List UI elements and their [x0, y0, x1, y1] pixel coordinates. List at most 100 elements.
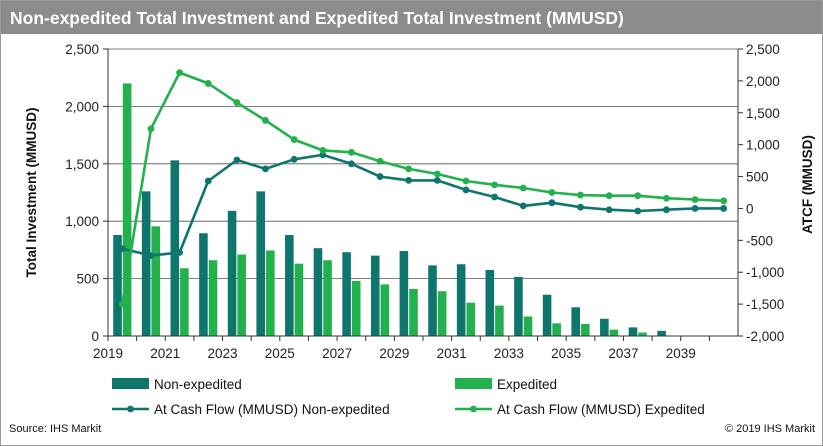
- point-cash-flow-expedited: [691, 196, 699, 203]
- y-left-tick-label: 2,000: [65, 99, 99, 114]
- bar-non-expedited: [227, 210, 237, 336]
- title-bar: Non-expedited Total Investment and Exped…: [1, 1, 822, 34]
- point-cash-flow-non-expedited: [147, 252, 155, 260]
- line-cash-flow-expedited: [121, 71, 724, 305]
- y-right-tick-label: 2,500: [746, 42, 780, 57]
- y-right-tick-label: -1,000: [746, 265, 784, 280]
- bar-expedited: [523, 316, 533, 336]
- point-cash-flow-expedited: [176, 69, 183, 76]
- point-cash-flow-non-expedited: [691, 205, 699, 212]
- point-cash-flow-expedited: [433, 170, 441, 178]
- point-cash-flow-expedited: [663, 194, 670, 202]
- bar-expedited: [122, 83, 132, 336]
- y-left-tick-label: 500: [76, 272, 99, 287]
- bar-non-expedited: [370, 255, 380, 336]
- point-cash-flow-non-expedited: [405, 176, 413, 184]
- point-cash-flow-expedited: [462, 177, 470, 185]
- bar-non-expedited: [342, 252, 351, 336]
- bar-expedited: [180, 268, 189, 336]
- bar-non-expedited: [628, 327, 638, 336]
- bar-expedited: [609, 329, 619, 336]
- y-right-tick-label: 0: [746, 201, 754, 216]
- point-cash-flow-expedited: [290, 136, 298, 143]
- y-left-tick-label: 1,500: [65, 157, 99, 172]
- point-cash-flow-expedited: [147, 125, 155, 133]
- y-left-tick-label: 0: [91, 329, 99, 344]
- y-right-tick-label: 2,000: [746, 74, 780, 89]
- x-tick-label: 2039: [666, 346, 696, 361]
- point-cash-flow-non-expedited: [577, 203, 584, 211]
- point-cash-flow-non-expedited: [433, 176, 441, 184]
- bar-non-expedited: [170, 160, 180, 336]
- point-cash-flow-expedited: [605, 192, 613, 200]
- line-cash-flow-non-expedited: [121, 153, 724, 257]
- point-cash-flow-expedited: [319, 147, 327, 154]
- legend-item-3-label: At Cash Flow (MMUSD) Non-expedited: [154, 402, 390, 417]
- lines: [118, 69, 728, 308]
- bar-expedited: [380, 284, 390, 336]
- y-right-tick-label: -1,500: [746, 297, 784, 312]
- bar-expedited: [208, 260, 218, 336]
- point-cash-flow-non-expedited: [462, 186, 470, 194]
- bar-non-expedited: [485, 269, 495, 336]
- bar-non-expedited: [428, 265, 437, 336]
- point-cash-flow-non-expedited: [491, 193, 498, 201]
- y-right-tick-label: 500: [746, 170, 769, 185]
- y-axis-right-title: ATCF (MMUSD): [800, 135, 815, 234]
- point-cash-flow-expedited: [118, 300, 126, 308]
- legend-item-1-label: Non-expedited: [154, 377, 242, 392]
- bar-expedited: [351, 280, 361, 336]
- bar-non-expedited: [399, 251, 409, 336]
- point-cash-flow-expedited: [204, 80, 212, 87]
- bar-expedited: [151, 226, 161, 336]
- bar-expedited: [638, 332, 647, 336]
- x-tick-label: 2033: [494, 346, 524, 361]
- x-tick-label: 2029: [379, 346, 409, 361]
- bar-non-expedited: [456, 264, 466, 336]
- bar-expedited: [323, 260, 332, 336]
- point-cash-flow-expedited: [348, 148, 355, 156]
- axes: [103, 48, 743, 341]
- legend-item-4-label: At Cash Flow (MMUSD) Expedited: [497, 402, 705, 417]
- point-cash-flow-non-expedited: [262, 165, 269, 173]
- point-cash-flow-non-expedited: [720, 205, 728, 212]
- point-cash-flow-non-expedited: [233, 156, 241, 164]
- bar-non-expedited: [199, 233, 208, 336]
- y-left-tick-label: 1,000: [65, 214, 99, 229]
- point-cash-flow-expedited: [376, 157, 384, 165]
- bar-expedited: [409, 288, 418, 336]
- legend-item-2-swatch: [455, 378, 492, 389]
- y-left-tick-label: 2,500: [65, 42, 99, 57]
- point-cash-flow-non-expedited: [118, 245, 126, 253]
- bar-expedited: [495, 305, 504, 336]
- point-cash-flow-expedited: [233, 99, 241, 106]
- bar-non-expedited: [571, 307, 580, 336]
- bar-non-expedited: [313, 248, 323, 336]
- point-cash-flow-expedited: [720, 197, 728, 205]
- y-axis-left-title: Total Investment (MMUSD): [24, 107, 39, 277]
- source-note: Source: IHS Markit: [9, 423, 102, 435]
- bar-non-expedited: [256, 191, 265, 336]
- x-tick-label: 2031: [437, 346, 467, 361]
- x-tick-label: 2019: [93, 346, 123, 361]
- x-tick-label: 2023: [208, 346, 238, 361]
- bar-non-expedited: [285, 234, 294, 336]
- point-cash-flow-non-expedited: [548, 199, 556, 207]
- bar-expedited: [437, 291, 447, 336]
- bar-non-expedited: [657, 330, 666, 336]
- chart-title: Non-expedited Total Investment and Exped…: [10, 8, 624, 28]
- point-cash-flow-non-expedited: [204, 177, 212, 185]
- grid-lines: [108, 48, 738, 280]
- tick-labels: 0 500 1,000 1,500 2,000 2,500 -2,000 -1,500 -1,0…: [65, 42, 784, 361]
- point-cash-flow-non-expedited: [348, 160, 355, 168]
- point-cash-flow-non-expedited: [376, 173, 384, 180]
- point-cash-flow-expedited: [519, 184, 527, 192]
- point-cash-flow-expedited: [405, 165, 413, 173]
- bar-non-expedited: [113, 234, 122, 336]
- bars: [113, 83, 666, 336]
- legend-item-2-label: Expedited: [497, 377, 557, 392]
- y-right-tick-label: 1,500: [746, 106, 780, 121]
- point-cash-flow-non-expedited: [290, 155, 298, 163]
